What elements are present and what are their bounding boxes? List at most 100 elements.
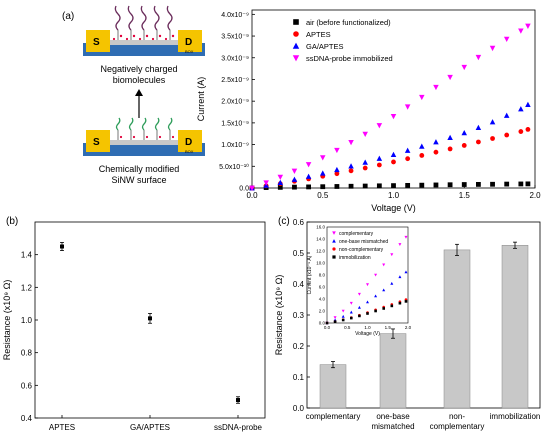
series-a-0	[249, 181, 531, 191]
category-label-c: complementary	[430, 422, 485, 431]
data-point-a	[263, 180, 269, 186]
y-tick-label-c: 0.6	[293, 218, 305, 227]
data-point-a	[461, 143, 467, 148]
y-tick-label-a: 5.0x10⁻¹⁰	[219, 163, 249, 171]
data-point-a	[376, 123, 383, 129]
legend-marker-a	[293, 31, 299, 37]
probe-strand	[141, 117, 147, 131]
legend-label-a: air (before functionalized)	[306, 18, 391, 27]
data-point-a	[305, 173, 312, 179]
y-tick-label-a: 2.0x10⁻⁹	[221, 99, 249, 106]
y-axis-label-a: Current (A)	[196, 77, 206, 122]
probe-strand	[167, 117, 173, 131]
category-label-b: APTES	[49, 423, 75, 432]
data-point-inset	[382, 263, 386, 267]
data-point-a	[525, 101, 531, 108]
data-point-inset	[398, 243, 402, 246]
data-point-inset	[404, 300, 408, 303]
panel-label-c: (c)	[278, 216, 290, 227]
data-point-a	[305, 162, 312, 168]
data-point-inset	[341, 309, 345, 313]
negative-charge	[171, 34, 175, 38]
data-point-a	[447, 182, 453, 188]
data-point-a	[334, 171, 340, 177]
negative-charge	[158, 34, 162, 38]
data-point-a	[404, 147, 411, 153]
legend-label-inset: immobilization	[339, 255, 371, 261]
y-tick-label-c: 0.1	[293, 373, 305, 382]
data-point-inset	[366, 312, 369, 315]
inset-frame	[326, 226, 409, 324]
data-point-inset	[366, 300, 369, 304]
data-point-a	[525, 23, 531, 29]
dna-strand	[127, 5, 134, 31]
y-tick-label-inset: 12.0	[316, 249, 325, 254]
x-tick-label-a: 1.0	[388, 191, 400, 200]
data-point-a	[525, 181, 531, 187]
surface-charge	[119, 135, 123, 139]
y-tick-label-b: 0.4	[21, 414, 33, 423]
data-point-a	[489, 119, 496, 125]
y-axis-label-c: Resistance (x10⁹ Ω)	[274, 275, 284, 356]
data-point-a	[433, 182, 439, 188]
data-point-a	[291, 168, 298, 174]
data-point-a	[306, 184, 311, 190]
data-point-a	[475, 124, 482, 131]
data-point-inset	[341, 314, 345, 318]
dna-strand	[114, 5, 121, 31]
source-electrode-top	[86, 30, 110, 52]
y-tick-label-a: 0.0	[239, 186, 249, 193]
y-tick-label-b: 1.0	[21, 316, 33, 325]
data-point-a	[277, 184, 283, 190]
source-label-top: S	[93, 37, 100, 48]
y-tick-label-c: 0.5	[293, 249, 305, 258]
data-point-a	[390, 151, 397, 157]
series-a-3	[249, 23, 531, 191]
bottom-caption-line-2: SiNW surface	[111, 175, 166, 185]
data-point-inset	[374, 273, 378, 277]
data-point-a	[518, 129, 524, 134]
data-point-a	[376, 155, 383, 161]
data-point-a	[391, 183, 396, 189]
data-point-a	[419, 143, 425, 149]
data-point-inset	[333, 320, 337, 323]
data-point-a	[433, 149, 439, 155]
data-point-a	[504, 181, 510, 187]
negative-charge	[145, 34, 149, 38]
device-top: S D BOX	[83, 5, 205, 56]
data-point-a	[348, 163, 354, 169]
y-tick-label-b: 1.2	[21, 283, 33, 292]
y-axis-label-b: Resistance (x10⁹ Ω)	[2, 280, 12, 361]
legend-label-a: ssDNA-probe immobilized	[306, 54, 393, 63]
data-point-a	[348, 168, 354, 174]
y-tick-label-c: 0.0	[293, 404, 305, 413]
data-point-a	[518, 106, 524, 112]
arrow-head	[135, 89, 143, 96]
x-tick-label-a: 1.5	[459, 191, 471, 200]
substrate-top	[83, 43, 205, 56]
y-tick-label-c: 0.3	[293, 311, 305, 320]
panel-label-b: (b)	[6, 216, 18, 227]
data-point-a	[447, 134, 453, 141]
x-tick-label-inset: 0.0	[324, 325, 331, 330]
surface-charge	[171, 135, 175, 139]
x-tick-label-a: 0.5	[317, 191, 329, 200]
data-point-inset	[390, 304, 394, 308]
y-tick-label-inset: 10.0	[316, 261, 325, 266]
data-point-a	[433, 139, 439, 145]
data-point-a	[277, 174, 284, 181]
data-point-a	[405, 182, 411, 188]
series-inset-3	[325, 300, 408, 325]
probe-strand	[128, 117, 134, 131]
data-point-a	[334, 166, 340, 173]
legend-label-inset: one-base mismatched	[339, 239, 388, 245]
x-tick-label-inset: 1.5	[385, 325, 392, 330]
data-point-inset	[366, 283, 369, 287]
y-tick-label-inset: 8.0	[319, 273, 326, 278]
y-tick-label-a: 1.0x10⁻⁹	[221, 142, 249, 149]
data-point-inset	[382, 288, 386, 292]
y-tick-label-c: 0.2	[293, 342, 305, 351]
bar-c	[501, 245, 529, 409]
y-tick-label-inset: 0.0	[319, 321, 326, 326]
